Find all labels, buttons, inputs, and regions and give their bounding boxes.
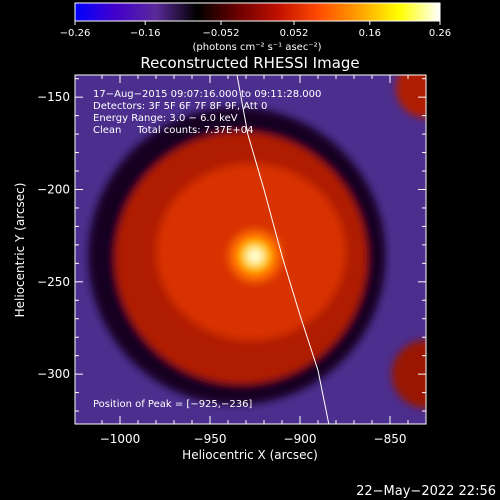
colorbar: −0.26 −0.16 −0.052 0.052 0.16 0.26 (photons c… (60, 2, 451, 53)
solar-limb-line (236, 75, 330, 424)
y-tick-label: −200 (37, 182, 70, 196)
colorbar-tick-label: 0.052 (280, 28, 309, 39)
colorbar-tick-label: 0.26 (429, 28, 451, 39)
x-axis-label: Heliocentric X (arcsec) (182, 448, 318, 462)
plot-area (75, 75, 426, 424)
colorbar-tick-label: −0.052 (202, 28, 239, 39)
colorbar-strip (74, 2, 441, 22)
x-tick-label: −1000 (100, 432, 141, 446)
heatmap-image (88, 75, 426, 409)
corner-emission-top (396, 75, 426, 118)
colorbar-tick-label: −0.26 (60, 28, 91, 39)
annotation-total-counts: Clean Total counts: 7.37E+04 (93, 125, 253, 136)
y-tick-label: −250 (37, 275, 70, 289)
y-axis: −150 −200 −250 −300 (37, 78, 426, 412)
peak-position-label: Position of Peak = [−925,−236] (93, 399, 252, 410)
x-tick-label: −900 (284, 432, 317, 446)
annotation-energy-range: Energy Range: 3.0 − 6.0 keV (93, 113, 238, 124)
x-tick-label: −950 (194, 432, 227, 446)
y-tick-label: −300 (37, 367, 70, 381)
y-axis-label: Heliocentric Y (arcsec) (13, 183, 27, 318)
x-axis: −1000 −950 −900 −850 (100, 75, 427, 446)
corner-emission-bottom (392, 340, 426, 409)
peak-core (247, 247, 263, 264)
annotation-detectors: Detectors: 3F 5F 6F 7F 8F 9F, Att 0 (93, 101, 267, 112)
timestamp: 22−May−2022 22:56 (356, 484, 496, 499)
colorbar-ticks: −0.26 −0.16 −0.052 0.052 0.16 0.26 (60, 21, 451, 39)
annotation-time-range: 17−Aug−2015 09:07:16.000 to 09:11:28.000 (93, 89, 321, 100)
colorbar-tick-label: −0.16 (130, 28, 161, 39)
chart-title: Reconstructed RHESSI Image (140, 54, 359, 72)
colorbar-unit-label: (photons cm⁻² s⁻¹ asec⁻²) (192, 42, 321, 53)
y-tick-label: −150 (37, 90, 70, 104)
colorbar-tick-label: 0.16 (359, 28, 381, 39)
plot-frame (74, 74, 427, 425)
x-tick-label: −850 (374, 432, 407, 446)
